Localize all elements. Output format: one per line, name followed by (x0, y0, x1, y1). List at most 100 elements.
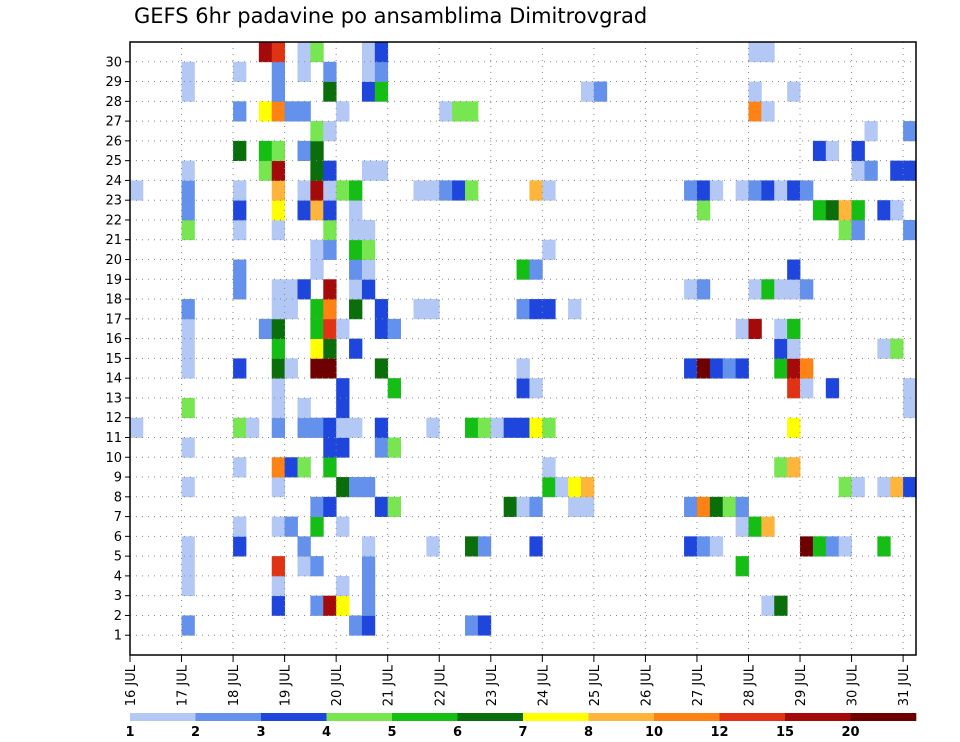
heatmap-cell (684, 496, 698, 517)
heatmap-cell (284, 358, 298, 379)
heatmap-cell (735, 180, 749, 201)
heatmap-cell (233, 101, 247, 122)
y-tick-label: 11 (105, 431, 122, 446)
heatmap-cell (310, 556, 324, 577)
heatmap-cell (877, 477, 891, 498)
heatmap-cell (271, 595, 286, 616)
heatmap-cell (709, 536, 724, 557)
heatmap-cell (426, 417, 440, 438)
heatmap-cell (516, 378, 530, 399)
heatmap-cell (413, 180, 427, 201)
heatmap-cell (336, 318, 350, 340)
heatmap-cell (374, 318, 389, 340)
heatmap-cell (181, 81, 195, 102)
heatmap-cell (181, 299, 195, 320)
heatmap-cell (361, 595, 376, 616)
heatmap-cell (851, 200, 865, 221)
legend-swatch (588, 713, 655, 721)
x-tick-label: 23 JUL (485, 664, 500, 706)
heatmap-cell (336, 417, 350, 438)
heatmap-cell (271, 200, 286, 221)
heatmap-cell (374, 42, 389, 63)
heatmap-cell (477, 536, 492, 557)
heatmap-cell (426, 299, 440, 320)
heatmap-cell (258, 140, 273, 162)
y-tick-label: 14 (105, 372, 122, 387)
heatmap-cell (761, 279, 775, 300)
heatmap-cell (877, 200, 891, 221)
heatmap-cell (336, 397, 350, 419)
legend-label: 8 (584, 725, 593, 740)
heatmap-cell (452, 180, 466, 201)
heatmap-cell (800, 536, 814, 557)
heatmap-cell (271, 575, 286, 597)
heatmap-cell (233, 536, 247, 557)
y-tick-label: 3 (114, 589, 122, 604)
heatmap-cell (323, 299, 337, 320)
heatmap-cell (413, 299, 427, 320)
heatmap-cell (271, 61, 286, 82)
heatmap-cell (787, 81, 801, 102)
heatmap-cell (233, 358, 247, 379)
heatmap-cell (349, 200, 363, 221)
y-tick-label: 19 (105, 273, 122, 288)
heatmap-cell (903, 219, 917, 241)
heatmap-cell (542, 457, 556, 478)
heatmap-cell (233, 516, 247, 537)
heatmap-cell (748, 42, 762, 63)
heatmap-cell (812, 536, 827, 557)
x-tick-label: 28 JUL (742, 664, 757, 706)
heatmap-cell (297, 417, 311, 438)
chart-title: GEFS 6hr padavine po ansamblima Dimitrov… (134, 4, 648, 28)
x-tick-label: 27 JUL (691, 664, 706, 706)
heatmap-cell (864, 121, 878, 142)
heatmap-cell (774, 358, 788, 379)
x-tick-label: 29 JUL (794, 664, 809, 706)
heatmap-cell (245, 417, 260, 438)
heatmap-cell (181, 219, 195, 241)
heatmap-cell (233, 180, 247, 201)
heatmap-cell (349, 279, 363, 300)
heatmap-cell (709, 496, 724, 517)
heatmap-cell (297, 140, 311, 162)
heatmap-cell (310, 516, 324, 537)
x-tick-label: 25 JUL (588, 664, 603, 706)
heatmap-cell (181, 536, 195, 557)
heatmap-cell (336, 516, 350, 537)
heatmap-cell (761, 180, 775, 201)
heatmap-cell (349, 477, 363, 498)
plot-frame (129, 41, 917, 656)
heatmap-cell (284, 279, 298, 300)
heatmap-cell (465, 180, 479, 201)
heatmap-cell (903, 160, 917, 181)
heatmap-cell (310, 239, 324, 260)
heatmap-cell (361, 279, 376, 300)
heatmap-cell (310, 140, 324, 162)
y-tick-label: 18 (105, 293, 122, 308)
heatmap-cell (271, 338, 286, 359)
heatmap-cell (787, 417, 801, 438)
heatmap-cell (361, 259, 376, 280)
heatmap-cell (271, 318, 286, 340)
heatmap-cell (181, 397, 195, 419)
heatmap-cell (310, 318, 324, 340)
x-tick-label: 30 JUL (846, 664, 861, 706)
heatmap-cell (181, 575, 195, 597)
heatmap-cell (284, 457, 298, 478)
heatmap-cell (735, 496, 749, 517)
heatmap-cell (181, 615, 195, 636)
heatmap-cell (271, 299, 286, 320)
heatmap-cell (748, 279, 762, 300)
heatmap-cell (336, 477, 350, 498)
heatmap-cell (336, 437, 350, 458)
heatmap-cell (349, 615, 363, 636)
heatmap-cell (761, 516, 775, 537)
y-tick-label: 6 (114, 530, 122, 545)
heatmap-cell (284, 516, 298, 537)
heatmap-cell (761, 42, 775, 63)
heatmap-cell (271, 140, 286, 162)
y-tick-label: 16 (105, 332, 122, 347)
heatmap-cell (271, 279, 286, 300)
heatmap-cell (297, 180, 311, 201)
heatmap-cell (323, 121, 337, 142)
